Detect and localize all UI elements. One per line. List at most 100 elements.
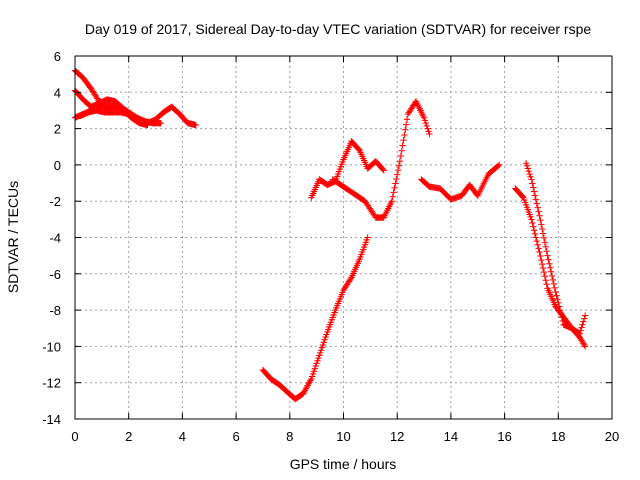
data-point	[389, 193, 396, 200]
data-point	[388, 198, 396, 205]
data-point	[581, 315, 588, 322]
y-axis-label: SDTVAR / TECUs	[5, 181, 21, 293]
data-point	[549, 276, 557, 284]
data-point	[528, 176, 535, 183]
data-point	[530, 227, 538, 234]
data-point	[402, 121, 410, 128]
data-point	[393, 175, 400, 183]
data-point	[526, 170, 533, 178]
data-point	[395, 162, 403, 169]
y-tick-label: -2	[49, 194, 61, 209]
data-point	[304, 382, 311, 389]
data-point	[424, 125, 431, 132]
data-point	[423, 122, 430, 130]
data-point	[547, 264, 554, 271]
data-point	[534, 204, 541, 211]
data-point	[576, 330, 583, 337]
data-point	[364, 234, 371, 241]
data-points	[71, 67, 589, 403]
data-point	[536, 212, 543, 219]
data-point	[425, 128, 432, 135]
data-point	[554, 296, 561, 303]
x-tick-label: 2	[125, 429, 132, 444]
data-point	[527, 173, 534, 180]
data-point	[579, 321, 586, 328]
y-tick-label: 2	[54, 122, 61, 137]
data-point	[524, 165, 532, 172]
data-point	[394, 171, 401, 178]
data-series	[308, 138, 387, 201]
data-point	[533, 237, 541, 245]
data-point	[538, 256, 545, 264]
data-point	[539, 264, 547, 272]
data-point	[192, 121, 200, 129]
data-series	[512, 185, 589, 337]
data-point	[538, 225, 546, 233]
x-tick-label: 20	[605, 429, 619, 444]
data-point	[544, 252, 551, 259]
data-point	[529, 180, 536, 187]
data-point	[529, 219, 536, 227]
data-point	[396, 158, 404, 165]
data-point	[539, 230, 547, 237]
data-point	[542, 243, 549, 250]
data-point	[581, 343, 589, 350]
data-point	[496, 161, 503, 169]
data-point	[541, 239, 549, 246]
data-series	[329, 98, 433, 221]
x-tick-label: 18	[551, 429, 565, 444]
data-point	[157, 119, 165, 127]
data-point	[542, 277, 549, 284]
data-point	[401, 131, 408, 139]
data-point	[301, 387, 309, 394]
axes: 0 2 4 6 8 10 12 14 16 18 20 -14 -12 -10 -8 -6 -4 -2 0 2 4 6	[42, 49, 619, 444]
data-point	[525, 168, 532, 175]
data-point	[552, 288, 559, 296]
data-series	[522, 159, 589, 350]
data-point	[581, 312, 589, 319]
grid-lines	[75, 56, 612, 419]
y-tick-label: 4	[54, 85, 61, 100]
data-point	[536, 248, 543, 256]
x-axis-label: GPS time / hours	[290, 456, 397, 472]
data-point	[421, 117, 429, 124]
x-tick-label: 12	[390, 429, 404, 444]
data-point	[306, 379, 313, 386]
data-point	[347, 275, 354, 283]
data-point	[578, 324, 585, 331]
data-point	[547, 268, 555, 275]
data-series	[418, 161, 503, 203]
y-tick-label: -4	[49, 231, 61, 246]
data-point	[390, 189, 397, 196]
y-tick-label: -6	[49, 267, 61, 282]
data-point	[530, 223, 537, 230]
x-tick-label: 8	[286, 429, 293, 444]
data-point	[391, 184, 398, 192]
data-point	[543, 281, 550, 288]
y-tick-label: -14	[42, 412, 61, 427]
data-series	[259, 234, 371, 403]
data-point	[535, 245, 542, 252]
y-tick-label: 0	[54, 158, 61, 173]
data-point	[537, 252, 544, 260]
data-point	[533, 200, 541, 207]
data-point	[402, 126, 409, 134]
data-point	[548, 272, 556, 280]
data-point	[550, 280, 558, 288]
data-series	[77, 107, 165, 127]
data-point	[530, 184, 537, 191]
data-point	[305, 380, 312, 388]
data-point	[420, 114, 428, 121]
y-tick-label: 6	[54, 49, 61, 64]
x-tick-label: 0	[71, 429, 78, 444]
data-point	[300, 388, 308, 396]
x-tick-label: 4	[179, 429, 186, 444]
data-point	[541, 273, 549, 280]
data-point	[538, 221, 545, 228]
data-point	[543, 248, 550, 255]
data-point	[577, 327, 584, 334]
data-point	[422, 119, 430, 127]
x-tick-label: 10	[336, 429, 350, 444]
data-point	[403, 116, 411, 123]
data-point	[397, 152, 404, 160]
